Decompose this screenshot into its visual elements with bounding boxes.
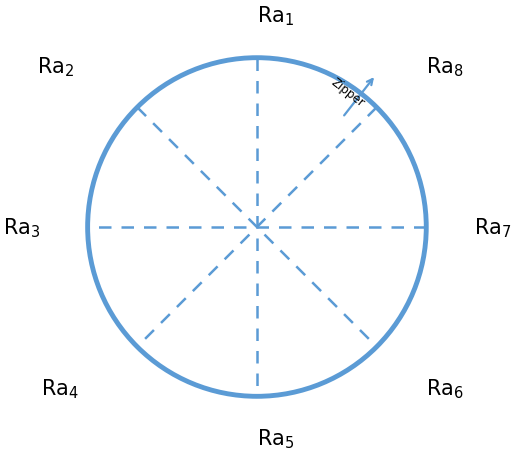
Text: $\mathrm{Ra}_{6}$: $\mathrm{Ra}_{6}$ (426, 376, 464, 400)
Text: $\mathrm{Ra}_{7}$: $\mathrm{Ra}_{7}$ (474, 216, 511, 239)
Text: $\mathrm{Ra}_{8}$: $\mathrm{Ra}_{8}$ (426, 55, 464, 79)
Text: $\mathrm{Ra}_{5}$: $\mathrm{Ra}_{5}$ (257, 427, 295, 450)
Text: $\mathrm{Ra}_{2}$: $\mathrm{Ra}_{2}$ (36, 55, 74, 79)
Text: Zipper: Zipper (328, 76, 367, 109)
Text: $\mathrm{Ra}_{1}$: $\mathrm{Ra}_{1}$ (257, 5, 295, 28)
Text: $\mathrm{Ra}_{3}$: $\mathrm{Ra}_{3}$ (3, 216, 40, 239)
Text: $\mathrm{Ra}_{4}$: $\mathrm{Ra}_{4}$ (41, 376, 79, 400)
